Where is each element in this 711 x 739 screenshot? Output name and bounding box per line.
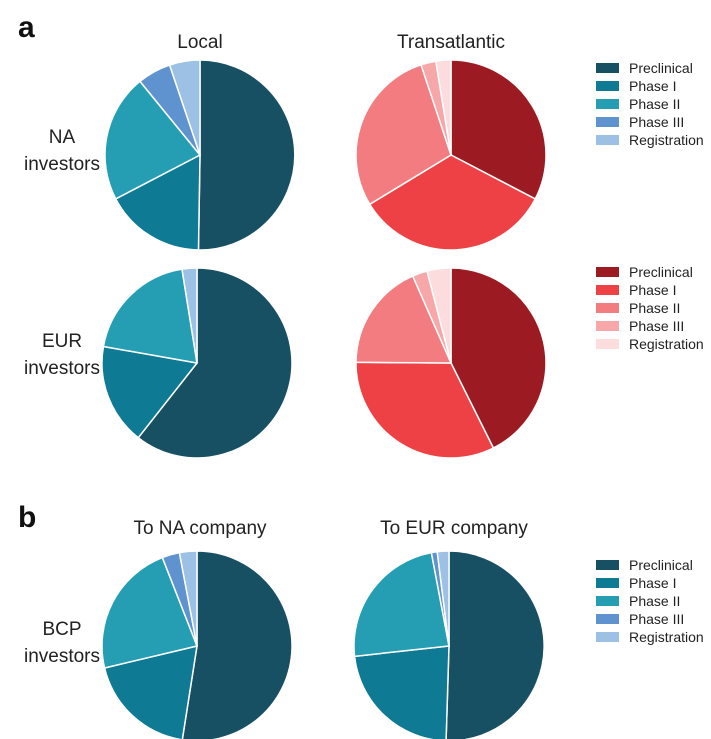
legend-swatch [596, 596, 619, 606]
pie-slice-preclinical [197, 59, 296, 251]
pie-transatlantic-na-investors [355, 59, 547, 251]
legend-swatch [596, 560, 619, 570]
legend-label-phase-iii: Phase III [629, 318, 684, 334]
pie-slice-registration [426, 267, 452, 364]
legend-swatch [596, 578, 619, 588]
legend-swatch [596, 81, 619, 91]
pie-slice-phase-ii [355, 64, 452, 205]
pie-local-eur-investors [101, 267, 293, 459]
legend-label-preclinical: Preclinical [629, 60, 693, 76]
legend-teal-top: Preclinical Phase I Phase II Phase III R… [596, 60, 704, 148]
legend-label-phase-iii: Phase III [629, 114, 684, 130]
legend-label-preclinical: Preclinical [629, 557, 693, 573]
legend-label-phase-i: Phase I [629, 78, 676, 94]
legend-label-phase-i: Phase I [629, 575, 676, 591]
legend-swatch [596, 117, 619, 127]
legend-label-phase-ii: Phase II [629, 593, 680, 609]
legend-label-registration: Registration [629, 629, 704, 645]
legend-swatch [596, 135, 619, 145]
pie-slice-preclinical [445, 550, 545, 739]
legend-swatch [596, 339, 619, 349]
pie-slice-preclinical [137, 267, 293, 459]
pie-slice-preclinical [181, 550, 293, 739]
legend-swatch [596, 632, 619, 642]
legend-label-phase-ii: Phase II [629, 300, 680, 316]
pie-slice-phase-ii [102, 268, 198, 364]
pie-slice-phase-ii [104, 80, 201, 200]
row-label-bcp-line1: BCP [42, 619, 81, 640]
pie-slice-phase-i [101, 345, 198, 439]
pie-transatlantic-eur-investors [355, 267, 547, 459]
column-title-local: Local [177, 32, 222, 53]
row-label-bcp-line2: investors [24, 646, 100, 667]
legend-swatch [596, 63, 619, 73]
legend-swatch [596, 321, 619, 331]
legend-label-preclinical: Preclinical [629, 264, 693, 280]
legend-swatch [596, 303, 619, 313]
pie-slice-registration [436, 550, 450, 647]
legend-label-registration: Registration [629, 132, 704, 148]
column-title-to-eur-company: To EUR company [380, 518, 528, 539]
pie-slice-preclinical [450, 59, 547, 200]
legend-red-middle: Preclinical Phase I Phase II Phase III R… [596, 264, 704, 352]
pie-slice-phase-i [103, 645, 198, 739]
legend-label-phase-iii: Phase III [629, 611, 684, 627]
pie-slice-registration [178, 550, 198, 647]
column-title-transatlantic: Transatlantic [397, 32, 505, 53]
pie-slice-phase-i [369, 154, 536, 251]
row-label-na-line2: investors [24, 154, 100, 175]
pie-slice-phase-i [114, 154, 201, 251]
pie-bcp-to-eur-company [353, 550, 545, 739]
legend-swatch [596, 614, 619, 624]
pie-slice-registration [435, 59, 452, 156]
pie-slice-phase-i [355, 361, 495, 459]
legend-swatch [596, 99, 619, 109]
pie-slice-registration [168, 59, 201, 156]
legend-label-registration: Registration [629, 336, 704, 352]
row-label-eur-line2: investors [24, 358, 100, 379]
legend-swatch [596, 267, 619, 277]
row-label-eur-line1: EUR [42, 331, 82, 352]
pie-slice-registration [181, 267, 198, 364]
legend-label-phase-ii: Phase II [629, 96, 680, 112]
panel-letter-b: b [18, 501, 36, 534]
legend-swatch [596, 285, 619, 295]
column-title-to-na-company: To NA company [133, 518, 267, 539]
pie-slice-phase-ii [355, 275, 452, 364]
pie-local-na-investors [104, 59, 296, 251]
legend-teal-bottom: Preclinical Phase I Phase II Phase III R… [596, 557, 704, 645]
panel-letter-a: a [18, 11, 35, 44]
pie-slice-phase-ii [101, 556, 198, 669]
pie-slice-preclinical [450, 267, 547, 449]
row-label-na-line1: NA [49, 127, 76, 148]
pie-bcp-to-na-company [101, 550, 293, 739]
pie-slice-phase-ii [353, 551, 450, 658]
pie-slice-phase-i [353, 645, 450, 739]
legend-label-phase-i: Phase I [629, 282, 676, 298]
